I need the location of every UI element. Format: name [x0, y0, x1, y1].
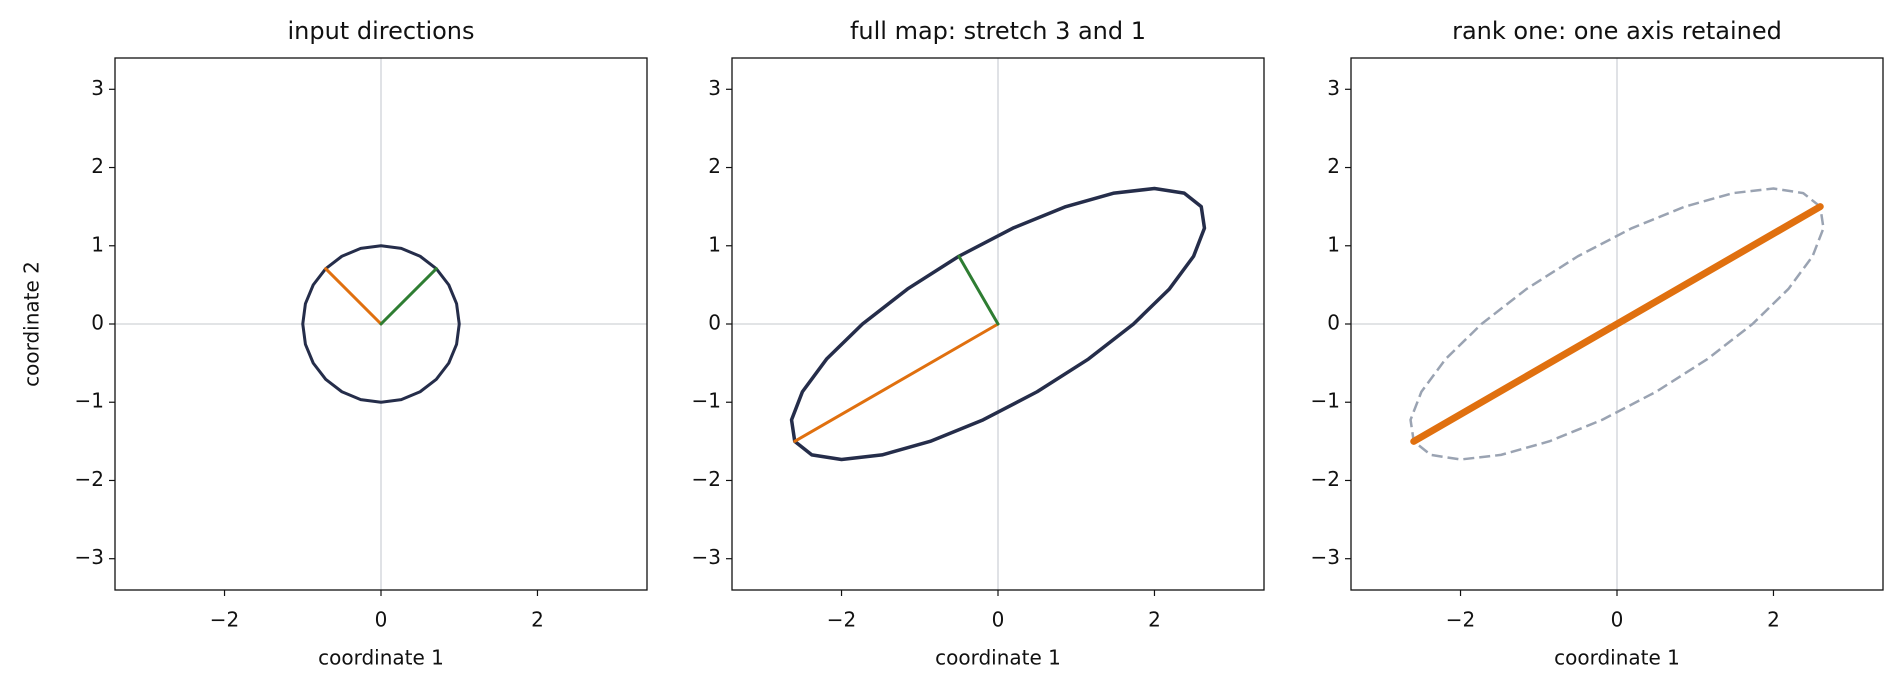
y-tick-label: 3 [708, 76, 721, 100]
chart-title: input directions [287, 17, 474, 45]
chart-title: full map: stretch 3 and 1 [850, 17, 1146, 45]
y-tick-label: 3 [1327, 76, 1340, 100]
plot-area [301, 244, 461, 404]
x-tick-label: 0 [992, 608, 1005, 632]
x-tick-label: −2 [827, 608, 856, 632]
x-tick-label: 2 [531, 608, 544, 632]
y-tick-label: −2 [692, 467, 721, 491]
y-tick-label: 1 [91, 232, 104, 256]
y-tick-label: −1 [1311, 389, 1340, 413]
y-tick-label: 2 [1327, 154, 1340, 178]
x-tick-label: 0 [375, 608, 388, 632]
y-tick-label: −2 [1311, 467, 1340, 491]
vector [1410, 203, 1824, 445]
y-tick-label: −1 [692, 389, 721, 413]
vector [793, 322, 1000, 443]
y-tick-label: −3 [75, 545, 104, 569]
y-tick-label: −1 [75, 389, 104, 413]
y-tick-label: 1 [1327, 232, 1340, 256]
x-tick-label: −2 [210, 608, 239, 632]
panel: −2 0 2 −3 −2 −1 0 1 2 3 input directions coordinate… [20, 17, 648, 670]
x-tick-label: −2 [1446, 608, 1475, 632]
x-axis-label: coordinate 1 [1554, 646, 1680, 670]
y-tick-label: −3 [692, 545, 721, 569]
plot-area [789, 186, 1207, 462]
vector [957, 254, 1000, 326]
y-tick-label: −3 [1311, 545, 1340, 569]
y-tick-label: 0 [91, 311, 104, 335]
x-tick-label: 2 [1148, 608, 1161, 632]
y-tick-label: 2 [708, 154, 721, 178]
y-tick-label: 1 [708, 232, 721, 256]
y-axis-label: coordinate 2 [20, 261, 44, 387]
panel: −2 0 2 −3 −2 −1 0 1 2 3 rank one: one axis retaine… [1311, 17, 1884, 670]
plot-area [1409, 187, 1825, 461]
vector [379, 267, 438, 326]
y-tick-label: −2 [75, 467, 104, 491]
y-tick-label: 2 [91, 154, 104, 178]
chart-title: rank one: one axis retained [1452, 17, 1782, 45]
y-tick-label: 0 [1327, 311, 1340, 335]
y-tick-label: 3 [91, 76, 104, 100]
vector [324, 267, 383, 326]
x-axis-label: coordinate 1 [318, 646, 444, 670]
x-axis-label: coordinate 1 [935, 646, 1061, 670]
y-tick-label: 0 [708, 311, 721, 335]
x-tick-label: 2 [1767, 608, 1780, 632]
panel: −2 0 2 −3 −2 −1 0 1 2 3 full map: stretch 3 and 1 c… [692, 17, 1265, 670]
curve [301, 244, 461, 404]
x-tick-label: 0 [1611, 608, 1624, 632]
